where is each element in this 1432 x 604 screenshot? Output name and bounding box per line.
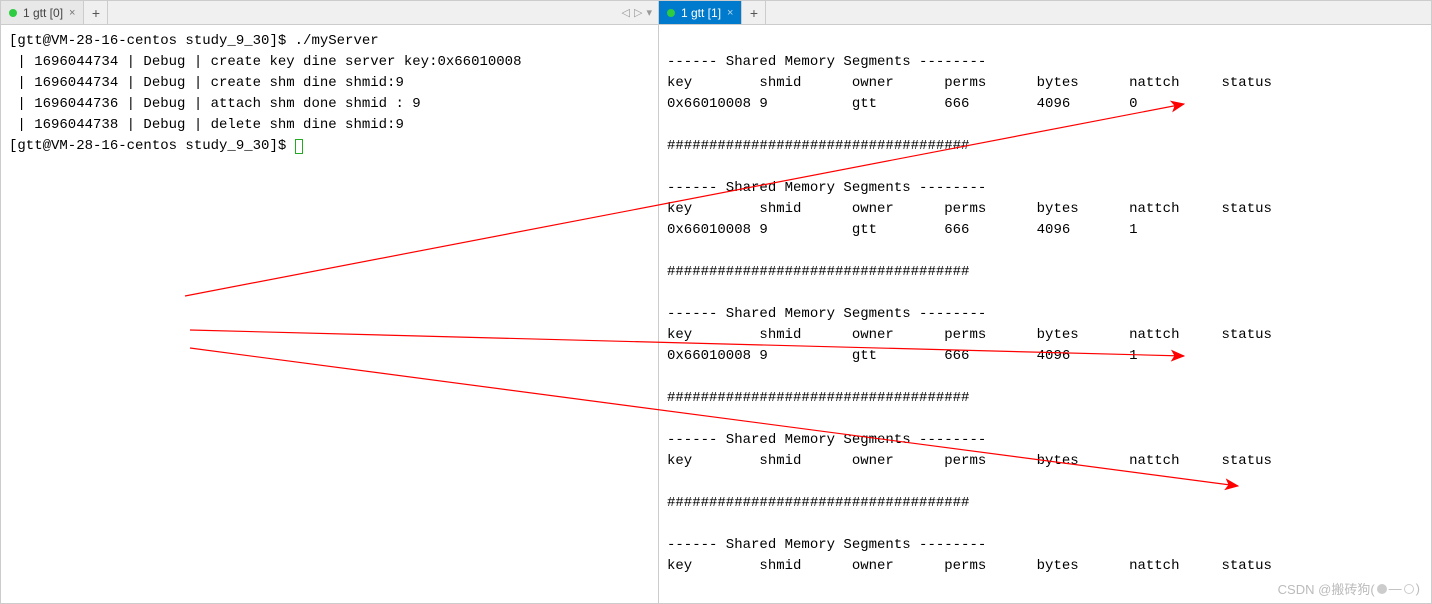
watermark: CSDN @搬砖狗( — ) (1278, 579, 1420, 598)
add-tab-button[interactable]: + (742, 1, 766, 24)
chevron-right-icon[interactable]: ▷ (634, 6, 642, 19)
left-pane: 1 gtt [0] × + ◁ ▷ ▾ [gtt@VM-28-16-centos… (0, 0, 658, 604)
add-tab-button[interactable]: + (84, 1, 108, 24)
paren: ) (1416, 581, 1420, 596)
left-tabbar: 1 gtt [0] × + ◁ ▷ ▾ (1, 1, 658, 25)
circle-icon (1377, 584, 1387, 594)
tab-label: 1 gtt [0] (23, 6, 63, 20)
right-pane: 1 gtt [1] × + ------ Shared Memory Segme… (658, 0, 1432, 604)
circle-outline-icon (1404, 584, 1414, 594)
close-icon[interactable]: × (727, 7, 733, 19)
split-container: 1 gtt [0] × + ◁ ▷ ▾ [gtt@VM-28-16-centos… (0, 0, 1432, 604)
cursor (295, 139, 303, 154)
close-icon[interactable]: × (69, 7, 75, 19)
tab-left-0[interactable]: 1 gtt [0] × (1, 1, 84, 24)
chevron-left-icon[interactable]: ◁ (622, 6, 630, 19)
status-dot-icon (667, 9, 675, 17)
prompt: [gtt@VM-28-16-centos study_9_30]$ (9, 138, 295, 154)
watermark-text: CSDN @搬砖狗( (1278, 579, 1375, 598)
terminal-right[interactable]: ------ Shared Memory Segments -------- k… (659, 25, 1431, 603)
tab-nav: ◁ ▷ ▾ (622, 1, 658, 24)
right-tabbar: 1 gtt [1] × + (659, 1, 1431, 25)
dash: — (1389, 581, 1402, 596)
status-dot-icon (9, 9, 17, 17)
tab-right-0[interactable]: 1 gtt [1] × (659, 1, 742, 24)
terminal-left[interactable]: [gtt@VM-28-16-centos study_9_30]$ ./mySe… (1, 25, 658, 603)
dropdown-icon[interactable]: ▾ (646, 6, 652, 19)
tab-label: 1 gtt [1] (681, 6, 721, 20)
